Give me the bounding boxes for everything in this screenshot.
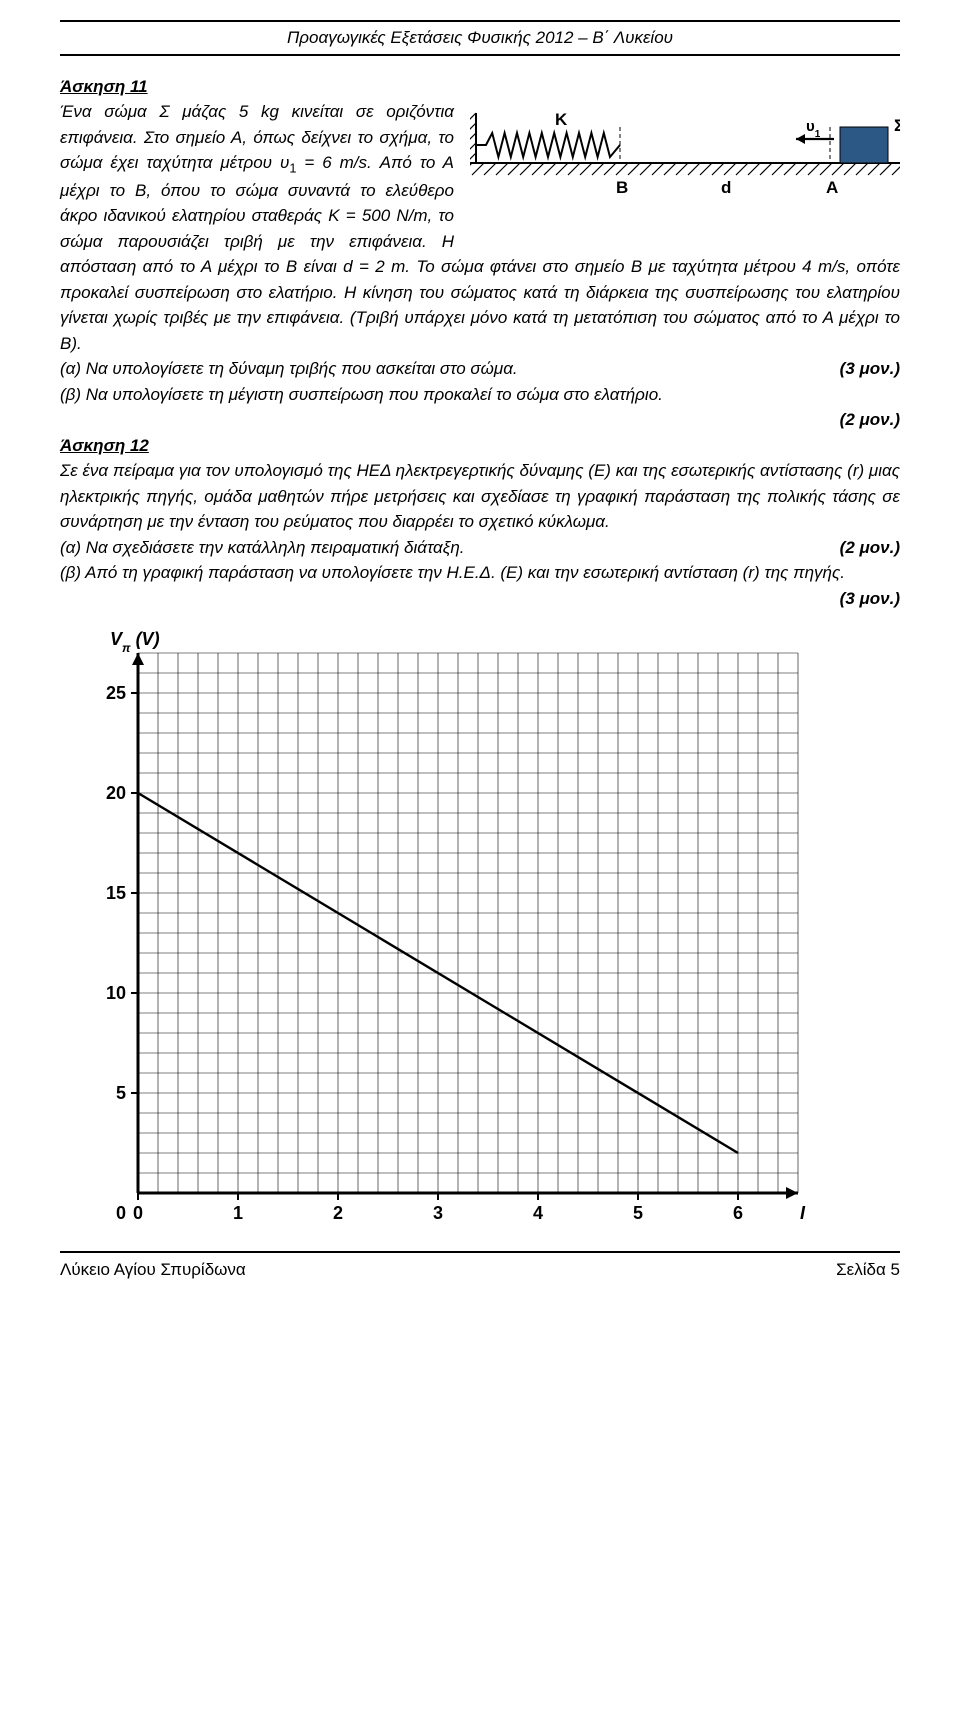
ex11-qb-pts: (2 μον.) <box>840 410 900 429</box>
svg-text:B: B <box>616 178 628 197</box>
svg-text:20: 20 <box>106 783 126 803</box>
svg-text:1: 1 <box>233 1203 243 1223</box>
ex11-qa: (α) Να υπολογίσετε τη δύναμη τριβής που … <box>60 356 900 382</box>
svg-text:υ1: υ1 <box>806 118 821 140</box>
svg-text:Σ: Σ <box>894 116 900 135</box>
svg-text:d: d <box>721 178 731 197</box>
svg-text:5: 5 <box>116 1083 126 1103</box>
svg-text:Vπ (V): Vπ (V) <box>110 629 160 655</box>
svg-text:A: A <box>826 178 838 197</box>
svg-text:I (A): I (A) <box>800 1203 808 1223</box>
ex12-title: Άσκηση 12 <box>60 436 149 455</box>
svg-text:25: 25 <box>106 683 126 703</box>
ex11-title: Άσκηση 11 <box>60 77 148 96</box>
svg-text:0: 0 <box>116 1203 126 1223</box>
footer-left: Λύκειο Αγίου Σπυρίδωνα <box>60 1257 246 1283</box>
svg-text:15: 15 <box>106 883 126 903</box>
ex12-qb: (β) Από τη γραφική παράσταση να υπολογίσ… <box>60 560 900 586</box>
svg-text:5: 5 <box>633 1203 643 1223</box>
page-header: Προαγωγικές Εξετάσεις Φυσικής 2012 – Β΄ … <box>60 20 900 56</box>
footer-right: Σελίδα 5 <box>836 1257 900 1283</box>
svg-text:K: K <box>555 110 568 129</box>
svg-text:0: 0 <box>133 1203 143 1223</box>
ex11-qb: (β) Να υπολογίσετε τη μέγιστη συσπείρωση… <box>60 382 900 408</box>
ex12-body: Σε ένα πείραμα για τον υπολογισμό της ΗΕ… <box>60 458 900 535</box>
svg-text:10: 10 <box>106 983 126 1003</box>
svg-text:2: 2 <box>333 1203 343 1223</box>
svg-text:6: 6 <box>733 1203 743 1223</box>
vi-chart: 0 1 2 3 4 5 6 5 10 15 20 25 0 Vπ (V) I (A) <box>78 623 900 1233</box>
spring-block-diagram: K Συ1 Bd A <box>470 103 900 223</box>
svg-text:3: 3 <box>433 1203 443 1223</box>
svg-text:4: 4 <box>533 1203 543 1223</box>
ex12-qa: (α) Να σχεδιάσετε την κατάλληλη πειραματ… <box>60 535 900 561</box>
